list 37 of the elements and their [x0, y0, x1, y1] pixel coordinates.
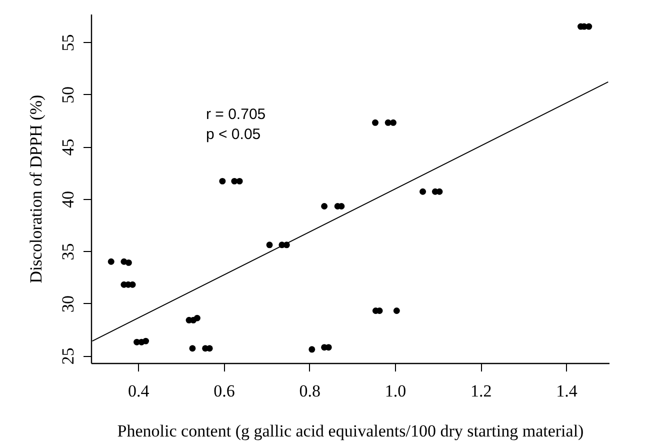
point: [129, 281, 136, 288]
y-tick-label: 30: [58, 295, 78, 312]
point: [372, 119, 378, 126]
point: [236, 178, 243, 184]
annotation: r = 0.705: [206, 106, 266, 123]
x-axis-title: Phenolic content (g gallic acid equivalents/100 dry starting material): [117, 422, 584, 440]
y-tick-label: 25: [58, 348, 78, 365]
y-tick-label: 50: [58, 86, 78, 104]
point: [586, 23, 592, 30]
point: [194, 314, 200, 322]
x-tick-label: 1.0: [384, 382, 406, 400]
x-tick-label: 0.8: [299, 382, 320, 400]
y-axis-title: Discoloration of DPPH (%): [26, 94, 46, 284]
point: [142, 338, 150, 344]
point: [321, 203, 328, 210]
point: [436, 188, 443, 195]
x-tick-label: 1.2: [470, 382, 492, 400]
x-tick-label: 0.6: [214, 382, 235, 400]
x-tick-label: 1.4: [556, 382, 578, 400]
point: [219, 178, 226, 184]
point: [420, 188, 426, 195]
y-tick-label: 55: [58, 34, 78, 52]
point: [390, 119, 396, 126]
point: [125, 259, 132, 266]
point: [338, 203, 345, 210]
y-tick-label: 45: [58, 138, 78, 156]
point: [308, 346, 316, 353]
x-tick-label: 0.4: [128, 382, 150, 400]
y-tick-label: 35: [58, 243, 78, 260]
point: [325, 344, 332, 351]
point: [189, 345, 196, 352]
point: [108, 258, 114, 265]
annotation: p < 0.05: [206, 126, 261, 143]
y-tick-label: 40: [58, 190, 78, 208]
point: [393, 308, 400, 314]
point: [266, 242, 273, 248]
point: [206, 345, 213, 352]
